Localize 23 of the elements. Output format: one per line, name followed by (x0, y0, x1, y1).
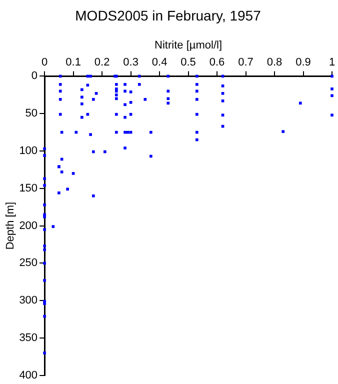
x-tick-label: 1 (328, 56, 336, 69)
y-tick-label: 250 (19, 257, 38, 270)
x-tick-label: 0.5 (180, 56, 196, 69)
x-tick-label: 0.4 (152, 56, 168, 69)
y-axis-title: Depth [m] (4, 202, 17, 250)
x-axis-title: Nitrite [µmol/l] (154, 39, 222, 52)
y-tick-label: 150 (19, 182, 38, 194)
x-tick-label: 0.9 (296, 56, 311, 69)
chart-title: MODS2005 in February, 1957 (75, 7, 262, 24)
x-tick-label: 0.8 (266, 56, 282, 69)
y-tick-label: 0 (31, 70, 38, 82)
x-tick-label: 0.2 (94, 56, 110, 69)
x-tick-label: 0 (41, 56, 48, 69)
y-tick-label: 200 (19, 220, 38, 232)
x-tick-label: 0.1 (66, 56, 81, 69)
y-tick-label: 100 (19, 145, 38, 158)
y-tick-label: 350 (19, 332, 38, 344)
x-tick-label: 0.7 (238, 56, 254, 69)
y-tick-label: 50 (25, 108, 38, 120)
x-tick-label: 0.6 (209, 56, 225, 69)
y-tick-label: 400 (19, 369, 38, 382)
y-tick-label: 300 (19, 294, 38, 307)
x-tick-label: 0.3 (123, 56, 138, 69)
